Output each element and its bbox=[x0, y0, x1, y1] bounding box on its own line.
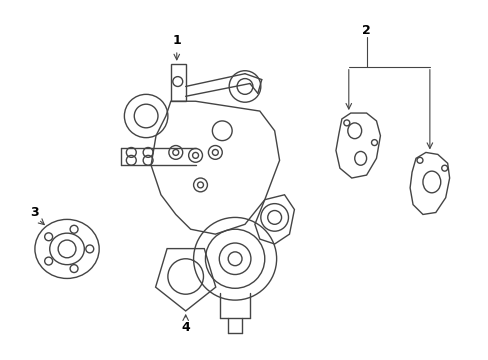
Text: 2: 2 bbox=[362, 24, 370, 37]
Text: 3: 3 bbox=[30, 206, 39, 219]
Text: 1: 1 bbox=[172, 34, 181, 47]
Text: 4: 4 bbox=[181, 321, 190, 334]
